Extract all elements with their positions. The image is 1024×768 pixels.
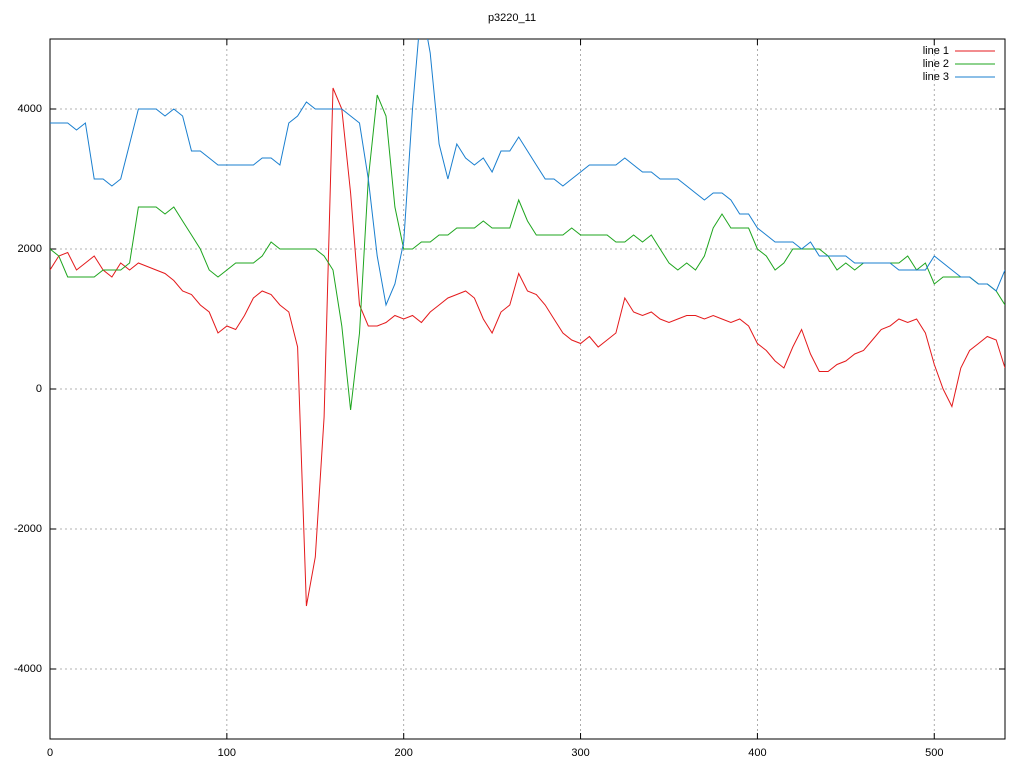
- data-line: [50, 87, 1005, 607]
- x-tick-label: 0: [47, 747, 53, 759]
- x-tick-label: 300: [571, 747, 589, 759]
- y-tick-label: -2000: [14, 523, 42, 535]
- legend-label: line 3: [923, 71, 949, 83]
- y-tick-label: -4000: [14, 663, 42, 675]
- x-tick-label: 200: [395, 747, 413, 759]
- x-tick-label: 400: [748, 747, 766, 759]
- y-tick-label: 4000: [18, 103, 42, 115]
- y-tick-label: 0: [36, 383, 42, 395]
- plot-frame: [49, 38, 1006, 740]
- x-tick-label: 500: [925, 747, 943, 759]
- legend-label: line 1: [923, 45, 949, 57]
- data-line: [50, 94, 1005, 411]
- legend-label: line 2: [923, 58, 949, 70]
- data-line: [50, 39, 1005, 307]
- y-tick-label: 2000: [18, 243, 42, 255]
- x-tick-label: 100: [218, 747, 236, 759]
- chart-title: p3220_11: [488, 12, 536, 24]
